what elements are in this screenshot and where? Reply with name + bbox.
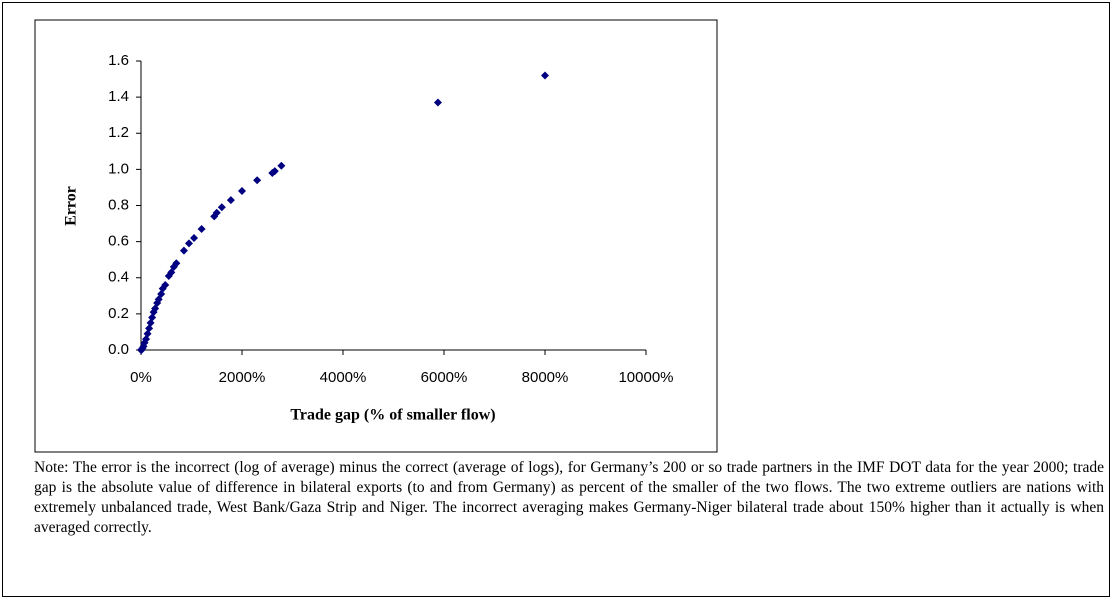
point [238,187,246,196]
y-tick-label: 0.8 [108,196,129,213]
y-tick-label: 0.6 [108,233,129,250]
point [270,167,279,176]
point [184,239,193,248]
point [253,176,262,185]
y-axis-title: Error [63,186,80,226]
point [217,203,226,212]
point [277,161,286,170]
point [197,224,206,233]
point [172,259,181,268]
point [226,196,235,205]
x-tick-label: 4000% [320,369,367,386]
y-tick-label: 1.4 [108,88,129,105]
chart-border [34,19,718,453]
y-tick-label: 1.2 [108,124,129,141]
point [179,246,188,255]
y-tick-label: 1.0 [108,160,129,177]
x-tick-label: 6000% [421,369,468,386]
note: Note: The error is the incorrect (log of… [34,459,1104,536]
x-tick-label: 0% [130,369,152,386]
y-tick-label: 0.4 [108,269,129,286]
y-tick-label: 0.0 [108,341,129,358]
point [541,71,549,80]
x-tick-label: 8000% [522,369,569,386]
x-axis-title: Trade gap (% of smaller flow) [290,407,495,424]
x-tick-label: 10000% [618,369,673,386]
y-tick-label: 1.6 [108,52,129,69]
point [212,208,221,217]
point [433,98,442,107]
point [190,234,199,243]
point [161,280,170,289]
y-tick-label: 0.2 [108,305,129,322]
x-tick-label: 2000% [219,369,266,386]
